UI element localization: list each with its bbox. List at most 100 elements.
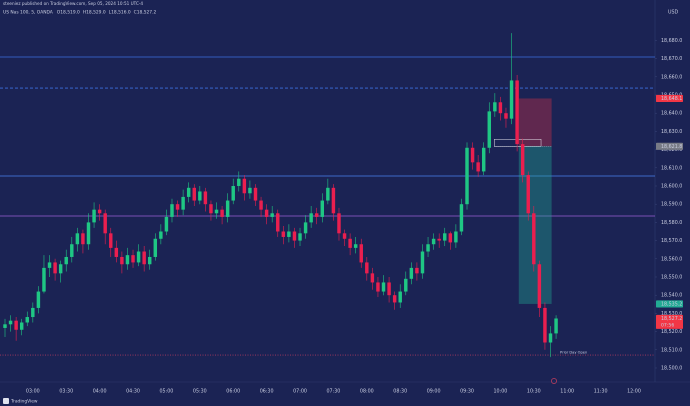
- candle-body: [92, 209, 96, 223]
- candle-body: [114, 247, 119, 257]
- y-tick-label: 18,610.0: [661, 165, 682, 171]
- candle-body: [326, 187, 330, 201]
- currency: USD: [668, 10, 679, 16]
- candle-body: [125, 255, 130, 265]
- x-tick-label: 11:30: [594, 389, 608, 395]
- ohlc-value: L18,516.0: [109, 10, 131, 16]
- candle-body: [70, 244, 74, 257]
- candle-body: [86, 222, 91, 245]
- x-tick-label: 09:00: [427, 389, 441, 395]
- ohlc-value: H18,529.0: [83, 10, 106, 16]
- candle-body: [170, 204, 174, 217]
- ohlc-value: C18,527.2: [134, 10, 157, 16]
- candle-body: [253, 187, 258, 201]
- candle-body: [470, 147, 475, 163]
- candle-body: [498, 102, 503, 114]
- candle-body: [264, 209, 269, 217]
- candle-body: [225, 200, 230, 217]
- candle-body: [242, 178, 247, 194]
- price-label: 18,535.2: [661, 301, 682, 307]
- candle-body: [237, 178, 241, 186]
- x-tick-label: 04:00: [93, 389, 107, 395]
- y-tick-label: 18,550.0: [661, 274, 682, 280]
- candle-body: [331, 187, 336, 214]
- candle-body: [554, 318, 558, 334]
- candle-body: [14, 320, 18, 330]
- candle-body: [136, 251, 141, 263]
- y-tick-label: 18,570.0: [661, 238, 682, 244]
- x-tick-label: 10:30: [527, 389, 541, 395]
- price-label: 18,648.1: [661, 96, 682, 102]
- logo: TradingView: [3, 398, 38, 405]
- candle-body: [19, 322, 24, 330]
- y-tick-label: 18,510.0: [661, 347, 682, 353]
- event-marker: [551, 378, 557, 384]
- candle-body: [186, 187, 191, 197]
- candle-body: [398, 291, 402, 303]
- candle-body: [3, 324, 7, 328]
- candle-body: [404, 278, 408, 292]
- candle-body: [209, 204, 213, 214]
- price-label: 18,527.2: [661, 316, 682, 322]
- candle-body: [103, 213, 107, 234]
- price-label-box: [656, 94, 683, 103]
- x-tick-label: 05:00: [160, 389, 174, 395]
- candle-body: [203, 191, 208, 205]
- candle-body: [337, 213, 341, 234]
- y-tick-label: 18,680.0: [661, 38, 682, 44]
- candle-body: [159, 231, 163, 239]
- y-tick-label: 18,640.0: [661, 111, 682, 117]
- y-tick-label: 18,660.0: [661, 74, 682, 80]
- y-tick-label: 18,620.0: [661, 147, 682, 153]
- x-tick-label: 03:00: [26, 389, 40, 395]
- candle-body: [415, 267, 419, 274]
- candle-body: [476, 162, 480, 172]
- candle-body: [153, 238, 158, 257]
- logo-icon: [3, 398, 9, 404]
- price-label-box: [656, 142, 683, 150]
- candle-body: [120, 256, 124, 265]
- candle-body: [298, 233, 302, 241]
- candle-body: [64, 256, 68, 265]
- candle-body: [387, 282, 391, 296]
- y-tick-label: 18,500.0: [661, 365, 682, 371]
- candle-body: [520, 144, 525, 176]
- x-tick-label: 10:00: [493, 389, 507, 395]
- candle-body: [487, 111, 491, 148]
- candle-body: [198, 191, 202, 201]
- candle-body: [270, 213, 274, 217]
- price-label-box: [656, 300, 683, 308]
- candle-body: [526, 175, 530, 214]
- candle-body: [376, 282, 380, 292]
- author-line: steeniez published on TradingView.com, S…: [3, 1, 143, 6]
- candle-body: [431, 238, 436, 245]
- candle-body: [142, 251, 146, 265]
- event-icon: [551, 378, 557, 384]
- y-tick-label: 18,540.0: [661, 293, 682, 299]
- candle-body: [148, 256, 152, 265]
- y-tick-label: 18,530.0: [661, 311, 682, 317]
- candle-body: [370, 273, 375, 283]
- countdown: 07:56: [661, 322, 674, 328]
- candle-body: [47, 262, 52, 268]
- candle-body: [8, 320, 13, 325]
- candle-body: [353, 244, 358, 248]
- candle-body: [443, 233, 447, 241]
- candle-body: [420, 251, 425, 274]
- candle-body: [359, 244, 363, 263]
- y-tick-label: 18,590.0: [661, 202, 682, 208]
- candle-body: [248, 187, 252, 194]
- ohlc-value: O18,519.0: [57, 10, 80, 16]
- x-tick-label: 06:30: [260, 389, 274, 395]
- candle-body: [276, 213, 280, 232]
- candle-body: [342, 233, 347, 239]
- candles: [3, 33, 558, 358]
- candle-body: [515, 80, 519, 145]
- y-tick-label: 18,520.0: [661, 329, 682, 335]
- candle-body: [348, 238, 352, 248]
- levels: Prior Day Open: [0, 56, 655, 356]
- y-tick-label: 18,560.0: [661, 256, 682, 262]
- candle-body: [548, 333, 553, 343]
- y-tick-label: 18,600.0: [661, 183, 682, 189]
